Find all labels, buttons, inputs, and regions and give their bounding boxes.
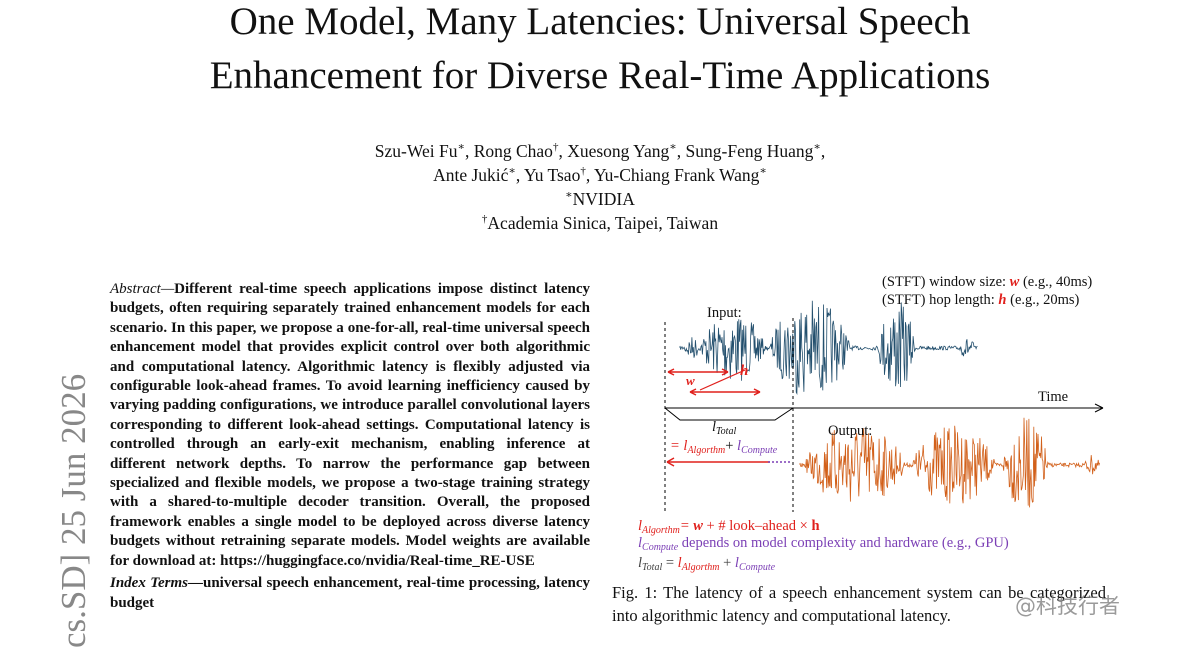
legend-alg: lAlgorthm= w + # look–ahead × h [638,517,820,540]
affiliation-mark: † [481,213,488,225]
abstract-text: Different real-time speech applications … [110,281,590,569]
index-terms: Index Terms—universal speech enhancement… [110,574,590,613]
title-line: Enhancement for Diverse Real-Time Applic… [209,54,991,97]
sub: Compute [642,542,679,553]
author-name: Rong Chao [473,141,553,161]
author-mark: ∗ [457,141,465,153]
author-mark: † [580,165,586,177]
plus: + [719,555,735,571]
text: (e.g., 20ms) [1006,292,1080,308]
abstract: Abstract—Different real-time speech appl… [110,280,590,613]
text: (STFT) window size: [882,274,1010,290]
eq: = [662,555,678,571]
author-name: Yu Tsao [524,165,581,185]
hop-label: (STFT) hop length: h (e.g., 20ms) [882,291,1079,309]
axis-arrow [1094,403,1104,413]
w-arrow [667,368,729,376]
arrow-head [666,457,675,467]
eq: = [670,438,680,454]
l: l [734,555,739,571]
arrow-connector [699,369,746,391]
abstract-label: Abstract— [110,281,175,297]
affiliation: ∗NVIDIA [0,184,1200,210]
author-mark: ∗ [759,165,767,177]
sub: Compute [738,562,776,573]
separator: , [558,141,568,161]
symbol: h [998,292,1007,308]
total-brace [664,407,794,421]
h: h [811,518,820,534]
text: depends on model complexity and hardware… [678,535,1009,551]
l: l [712,419,717,435]
author-mark: ∗ [813,141,821,153]
waveform [679,300,978,396]
symbol: w [1009,274,1020,290]
l: l [638,535,643,551]
w-label: w [686,373,695,388]
h-arrow [689,388,761,396]
sub: Total [716,426,737,437]
author-name: Szu-Wei Fu [374,141,458,161]
affiliation: †Academia Sinica, Taipei, Taiwan [0,208,1200,234]
w: w [693,518,703,534]
author-name: Ante Jukić [433,165,509,185]
index-text: universal speech enhancement, real-time … [110,575,590,611]
l: l [638,518,643,534]
output-label: Output: [828,423,873,439]
title-line: One Model, Many Latencies: Universal Spe… [229,0,971,43]
sub: Compute [741,445,778,456]
text: (STFT) hop length: [882,292,999,308]
separator: , [464,141,474,161]
total-equation: = lAlgorthm+ lCompute [670,437,777,460]
sub: Algorthm [642,525,680,536]
separator: , [585,165,594,185]
time-label: Time [1038,389,1069,405]
total-label: lTotal [712,418,736,441]
l: l [638,555,643,571]
affiliation-text: NVIDIA [572,189,635,209]
sub: Algorthm [687,445,726,456]
eq: = [679,518,694,534]
author-line: Ante Jukić∗, Yu Tsao†, Yu-Chiang Frank W… [0,160,1200,186]
watermark: @科技行者 [1015,594,1120,618]
index-label: Index Terms— [110,575,203,592]
affiliation-text: Academia Sinica, Taipei, Taiwan [487,213,719,233]
author-name: Sung-Feng Huang [685,141,814,161]
author-mark: † [552,141,559,153]
sub: Algorthm [681,562,720,573]
waveform [799,417,1100,508]
figure-caption: Fig. 1: The latency of a speech enhancem… [612,583,1106,625]
l: l [737,438,742,454]
plus: + [725,438,734,454]
author-name: Yu-Chiang Frank Wang [593,165,760,185]
affiliation-mark: ∗ [565,189,573,201]
mid: + # look–ahead × [702,518,812,534]
separator: , [820,141,826,161]
legend-total: lTotal = lAlgorthm + lCompute [638,554,775,577]
input-label: Input: [707,305,742,321]
sub: Total [642,562,663,573]
author-line: Szu-Wei Fu∗, Rong Chao†, Xuesong Yang∗, … [0,136,1200,162]
text: (e.g., 40ms) [1019,274,1093,290]
author-name: Xuesong Yang [567,141,670,161]
author-mark: ∗ [508,165,516,177]
l: l [683,438,688,454]
separator: , [515,165,525,185]
separator: , [676,141,686,161]
window-label: (STFT) window size: w (e.g., 40ms) [882,273,1092,291]
h-label: h [740,363,749,379]
legend-comp: lCompute depends on model complexity and… [638,534,1009,557]
l: l [677,555,682,571]
author-mark: ∗ [669,141,677,153]
